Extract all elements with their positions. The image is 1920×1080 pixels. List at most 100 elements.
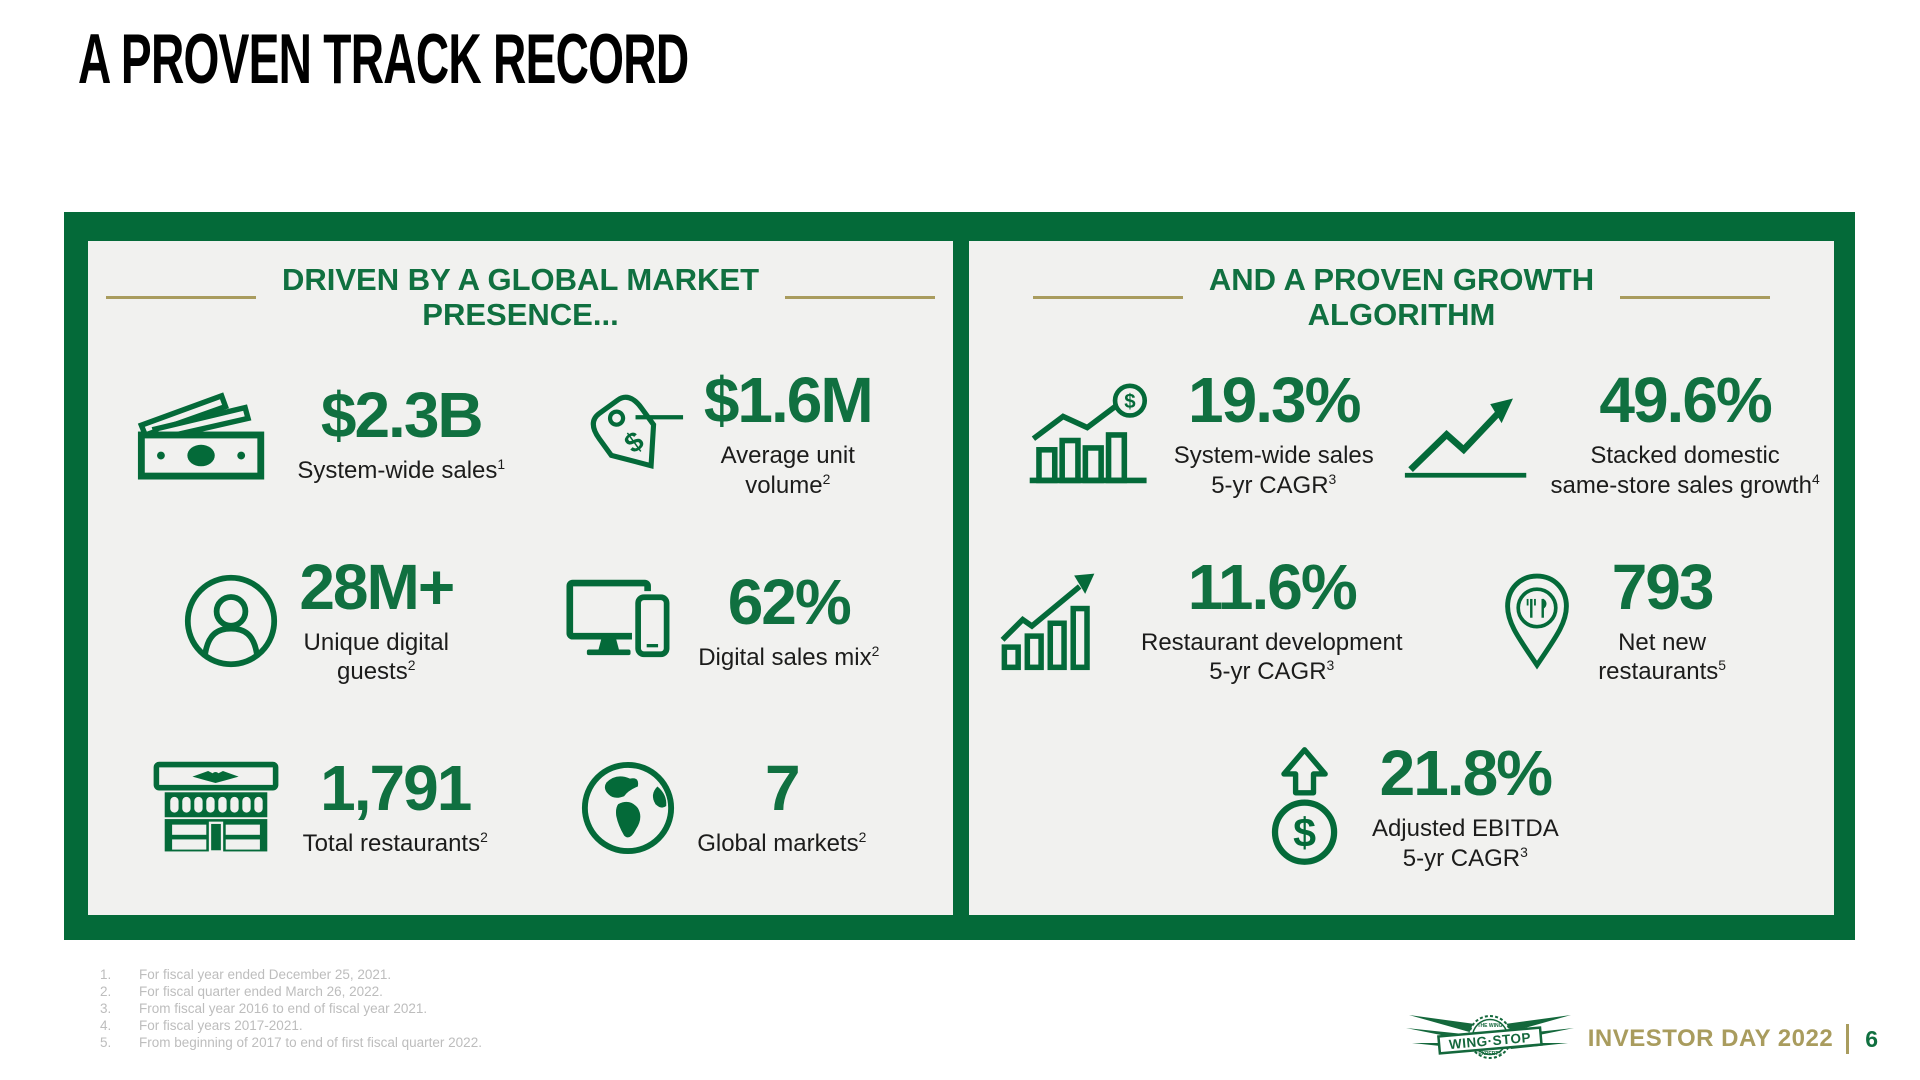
investor-day-label: INVESTOR DAY 2022: [1587, 1025, 1834, 1052]
footnote-number: 4.: [100, 1018, 112, 1033]
gold-divider-line: [105, 295, 256, 299]
bar-chart-dollar-icon: $: [1026, 381, 1154, 488]
footer: THE WING EXPERTS WING·STOP INVESTOR DAY …: [1405, 1008, 1878, 1070]
stat-text: 19.3% System-wide sales 5-yr CAGR3: [1174, 368, 1374, 501]
panel-header: DRIVEN BY A GLOBAL MARKET PRESENCE...: [105, 253, 936, 341]
stat-value: 28M+: [299, 550, 455, 623]
dollar-up-arrow-icon: $: [1258, 746, 1352, 870]
logo-banner-text: WING·STOP: [1448, 1030, 1531, 1052]
footnote-number: 2.: [100, 984, 112, 999]
stat-unique-digital-guests: 28M+ Unique digital guests2: [183, 550, 455, 688]
footnote-item: 4. For fiscal years 2017-2021.: [100, 1017, 482, 1034]
storefront-icon: [149, 761, 283, 855]
footnote-number: 1.: [100, 967, 112, 982]
stat-text: 21.8% Adjusted EBITDA 5-yr CAGR3: [1372, 741, 1559, 874]
page-number: 6: [1865, 1025, 1878, 1052]
panel-title-line: ALGORITHM: [1307, 297, 1496, 332]
footnote-text: For fiscal years 2017-2021.: [139, 1018, 303, 1033]
stats-grid: $19.3% System-wide sales 5-yr CAGR3 49.6% S…: [997, 341, 1820, 901]
panel-title: DRIVEN BY A GLOBAL MARKET PRESENCE...: [282, 262, 759, 332]
stat-label: Restaurant development 5-yr CAGR3: [1141, 628, 1403, 686]
gold-divider-line: [1032, 295, 1183, 299]
stat-value: 19.3%: [1188, 364, 1361, 437]
stat-digital-sales-mix: 62% Digital sales mix2: [566, 570, 879, 673]
stat-value: 21.8%: [1379, 737, 1553, 810]
stat-label: Average unit volume2: [720, 442, 855, 499]
stat-stacked-same-store-sales-growth: 49.6% Stacked domestic same-store sales gr…: [1403, 368, 1820, 501]
map-pin-utensils-icon: [1496, 572, 1578, 670]
stat-label: Digital sales mix2: [698, 642, 880, 671]
stat-label: Adjusted EBITDA 5-yr CAGR3: [1371, 815, 1559, 873]
footnotes: 1. For fiscal year ended December 25, 202…: [100, 966, 482, 1051]
svg-text:$: $: [618, 425, 649, 459]
footnote-item: 3. From fiscal year 2016 to end of fiscal…: [100, 1000, 482, 1017]
stat-text: 1,791 Total restaurants2: [303, 756, 488, 859]
stat-value: 62%: [727, 565, 852, 638]
stat-system-wide-sales-cagr: $19.3% System-wide sales 5-yr CAGR3: [1026, 368, 1374, 501]
panel-title: AND A PROVEN GROWTH ALGORITHM: [1209, 262, 1594, 332]
cash-bills-icon: [131, 388, 277, 480]
growth-arrow-icon: [1403, 387, 1531, 482]
stat-value: 7: [764, 752, 801, 825]
wingstop-logo: THE WING EXPERTS WING·STOP: [1405, 1015, 1574, 1059]
stat-value: $1.6M: [703, 364, 874, 437]
stat-text: 11.6% Restaurant development 5-yr CAGR3: [1141, 555, 1403, 688]
footnote-item: 1. For fiscal year ended December 25, 202…: [100, 966, 482, 983]
logo-top-text: THE WING: [1477, 1023, 1502, 1029]
stat-value: $2.3B: [320, 378, 484, 451]
footnote-number: 5.: [100, 1035, 112, 1050]
stat-label: Unique digital guests2: [303, 628, 449, 686]
footnote-text: For fiscal quarter ended March 26, 2022.: [139, 984, 383, 999]
footnote-text: From beginning of 2017 to end of first f…: [139, 1035, 482, 1050]
stat-total-restaurants: 1,791 Total restaurants2: [149, 756, 488, 859]
stat-text: 62% Digital sales mix2: [698, 570, 879, 673]
page-title: A PROVEN TRACK RECORD: [78, 19, 689, 99]
devices-icon: [566, 576, 678, 666]
footnote-text: For fiscal year ended December 25, 2021.: [139, 967, 392, 982]
stat-label: Net new restaurants5: [1598, 628, 1726, 686]
stats-grid: $2.3B System-wide sales1 $ $1.6M Average u…: [116, 341, 925, 901]
bar-chart-arrow-icon: [997, 570, 1121, 671]
footnote-item: 2. For fiscal quarter ended March 26, 202…: [100, 983, 482, 1000]
stat-text: 7 Global markets2: [697, 756, 866, 859]
track-record-container: DRIVEN BY A GLOBAL MARKET PRESENCE... $2.…: [64, 212, 1855, 940]
stat-value: 793: [1611, 550, 1715, 623]
stat-text: 28M+ Unique digital guests2: [299, 550, 455, 688]
stat-value: 11.6%: [1187, 550, 1358, 623]
stat-value: 1,791: [320, 752, 472, 825]
stat-label: Total restaurants2: [302, 829, 488, 858]
footnote-item: 5. From beginning of 2017 to end of first…: [100, 1034, 482, 1051]
stat-text: 49.6% Stacked domestic same-store sales gr…: [1551, 368, 1820, 501]
stat-value: 49.6%: [1599, 364, 1772, 437]
gold-divider-line: [785, 295, 936, 299]
stat-adjusted-ebitda-cagr: $21.8% Adjusted EBITDA 5-yr CAGR3: [1258, 741, 1559, 874]
footnote-number: 3.: [100, 1001, 112, 1016]
gold-divider-line: [1620, 295, 1771, 299]
footnote-text: From fiscal year 2016 to end of fiscal y…: [139, 1001, 428, 1016]
globe-icon: [579, 759, 677, 857]
stat-label: Stacked domestic same-store sales growth4: [1550, 442, 1820, 499]
proven-growth-algorithm-panel: AND A PROVEN GROWTH ALGORITHM $19.3% Syste…: [969, 241, 1834, 915]
panel-title-line: PRESENCE...: [422, 297, 619, 332]
price-tag-icon: $: [574, 383, 684, 485]
stat-net-new-restaurants: 793 Net new restaurants5: [1496, 555, 1726, 688]
panel-header: AND A PROVEN GROWTH ALGORITHM: [997, 253, 1806, 341]
stat-restaurant-development-cagr: 11.6% Restaurant development 5-yr CAGR3: [997, 555, 1403, 688]
stat-text: $1.6M Average unit volume2: [703, 364, 874, 501]
stat-global-markets: 7 Global markets2: [579, 756, 866, 859]
stat-label: System-wide sales 5-yr CAGR3: [1173, 442, 1374, 499]
panel-title-line: AND A PROVEN GROWTH: [1208, 261, 1595, 297]
stat-label: Global markets2: [697, 829, 867, 858]
person-circle-icon: [183, 573, 279, 669]
stat-average-unit-volume: $ $1.6M Average unit volume2: [574, 364, 874, 501]
svg-text:$: $: [1293, 809, 1316, 855]
logo-bottom-text: EXPERTS: [1478, 1051, 1502, 1057]
stat-text: 793 Net new restaurants5: [1598, 555, 1726, 688]
stat-system-wide-sales: $2.3B System-wide sales1: [131, 383, 505, 486]
panel-title-line: DRIVEN BY A GLOBAL MARKET: [281, 261, 760, 297]
global-market-presence-panel: DRIVEN BY A GLOBAL MARKET PRESENCE... $2.…: [88, 241, 953, 915]
footer-divider: [1846, 1024, 1850, 1054]
stat-text: $2.3B System-wide sales1: [297, 383, 505, 486]
stat-label: System-wide sales1: [297, 455, 506, 484]
